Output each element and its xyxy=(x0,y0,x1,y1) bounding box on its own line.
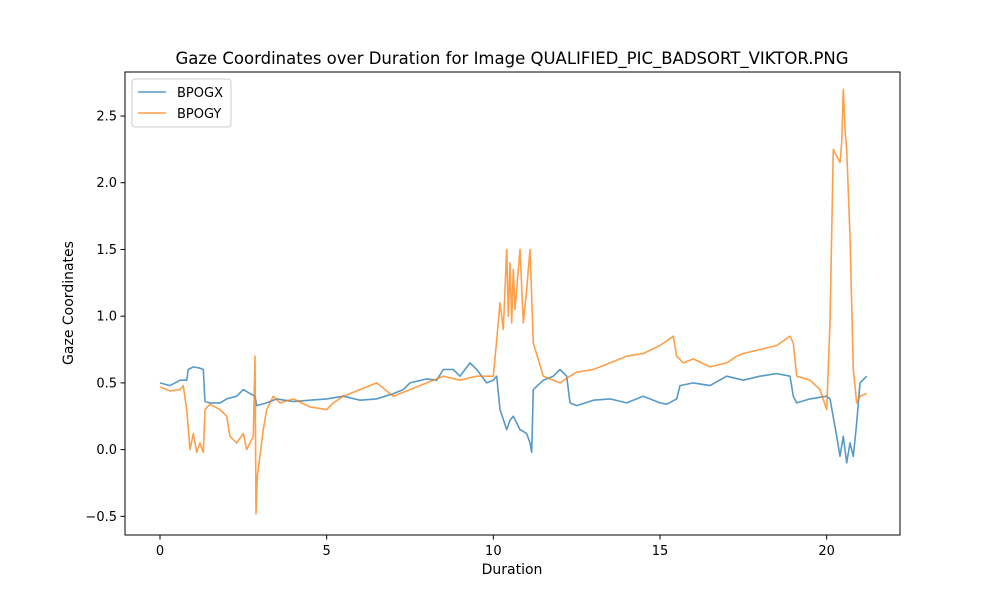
x-tick-label: 10 xyxy=(485,544,502,559)
x-tick-label: 0 xyxy=(156,544,164,559)
legend-label-bpogx: BPOGX xyxy=(177,86,223,101)
y-tick-label: 1.0 xyxy=(96,310,117,325)
y-tick-label: 0.5 xyxy=(96,376,117,391)
y-tick-label: 0.0 xyxy=(96,443,117,458)
chart-title: Gaze Coordinates over Duration for Image… xyxy=(175,49,848,69)
y-tick-label: 2.5 xyxy=(96,110,117,125)
x-tick-label: 15 xyxy=(652,544,669,559)
x-tick-label: 20 xyxy=(818,544,835,559)
y-tick-label: −0.5 xyxy=(85,510,117,525)
legend-label-bpogy: BPOGY xyxy=(177,107,221,122)
x-axis: 0 5 10 15 20 xyxy=(156,535,835,559)
y-tick-label: 1.5 xyxy=(96,243,117,258)
y-axis-label: Gaze Coordinates xyxy=(61,241,77,365)
series-line-bpogx xyxy=(159,362,868,464)
y-axis: −0.5 0.0 0.5 1.0 1.5 2.0 2.5 xyxy=(85,110,125,525)
x-axis-label: Duration xyxy=(482,562,543,578)
x-tick-label: 5 xyxy=(323,544,331,559)
legend-box xyxy=(131,78,232,128)
y-tick-label: 2.0 xyxy=(96,176,117,191)
series-layer xyxy=(159,88,868,515)
series-line-bpogy xyxy=(159,88,867,515)
plot-frame xyxy=(124,71,901,536)
legend: BPOGX BPOGY xyxy=(131,78,232,128)
